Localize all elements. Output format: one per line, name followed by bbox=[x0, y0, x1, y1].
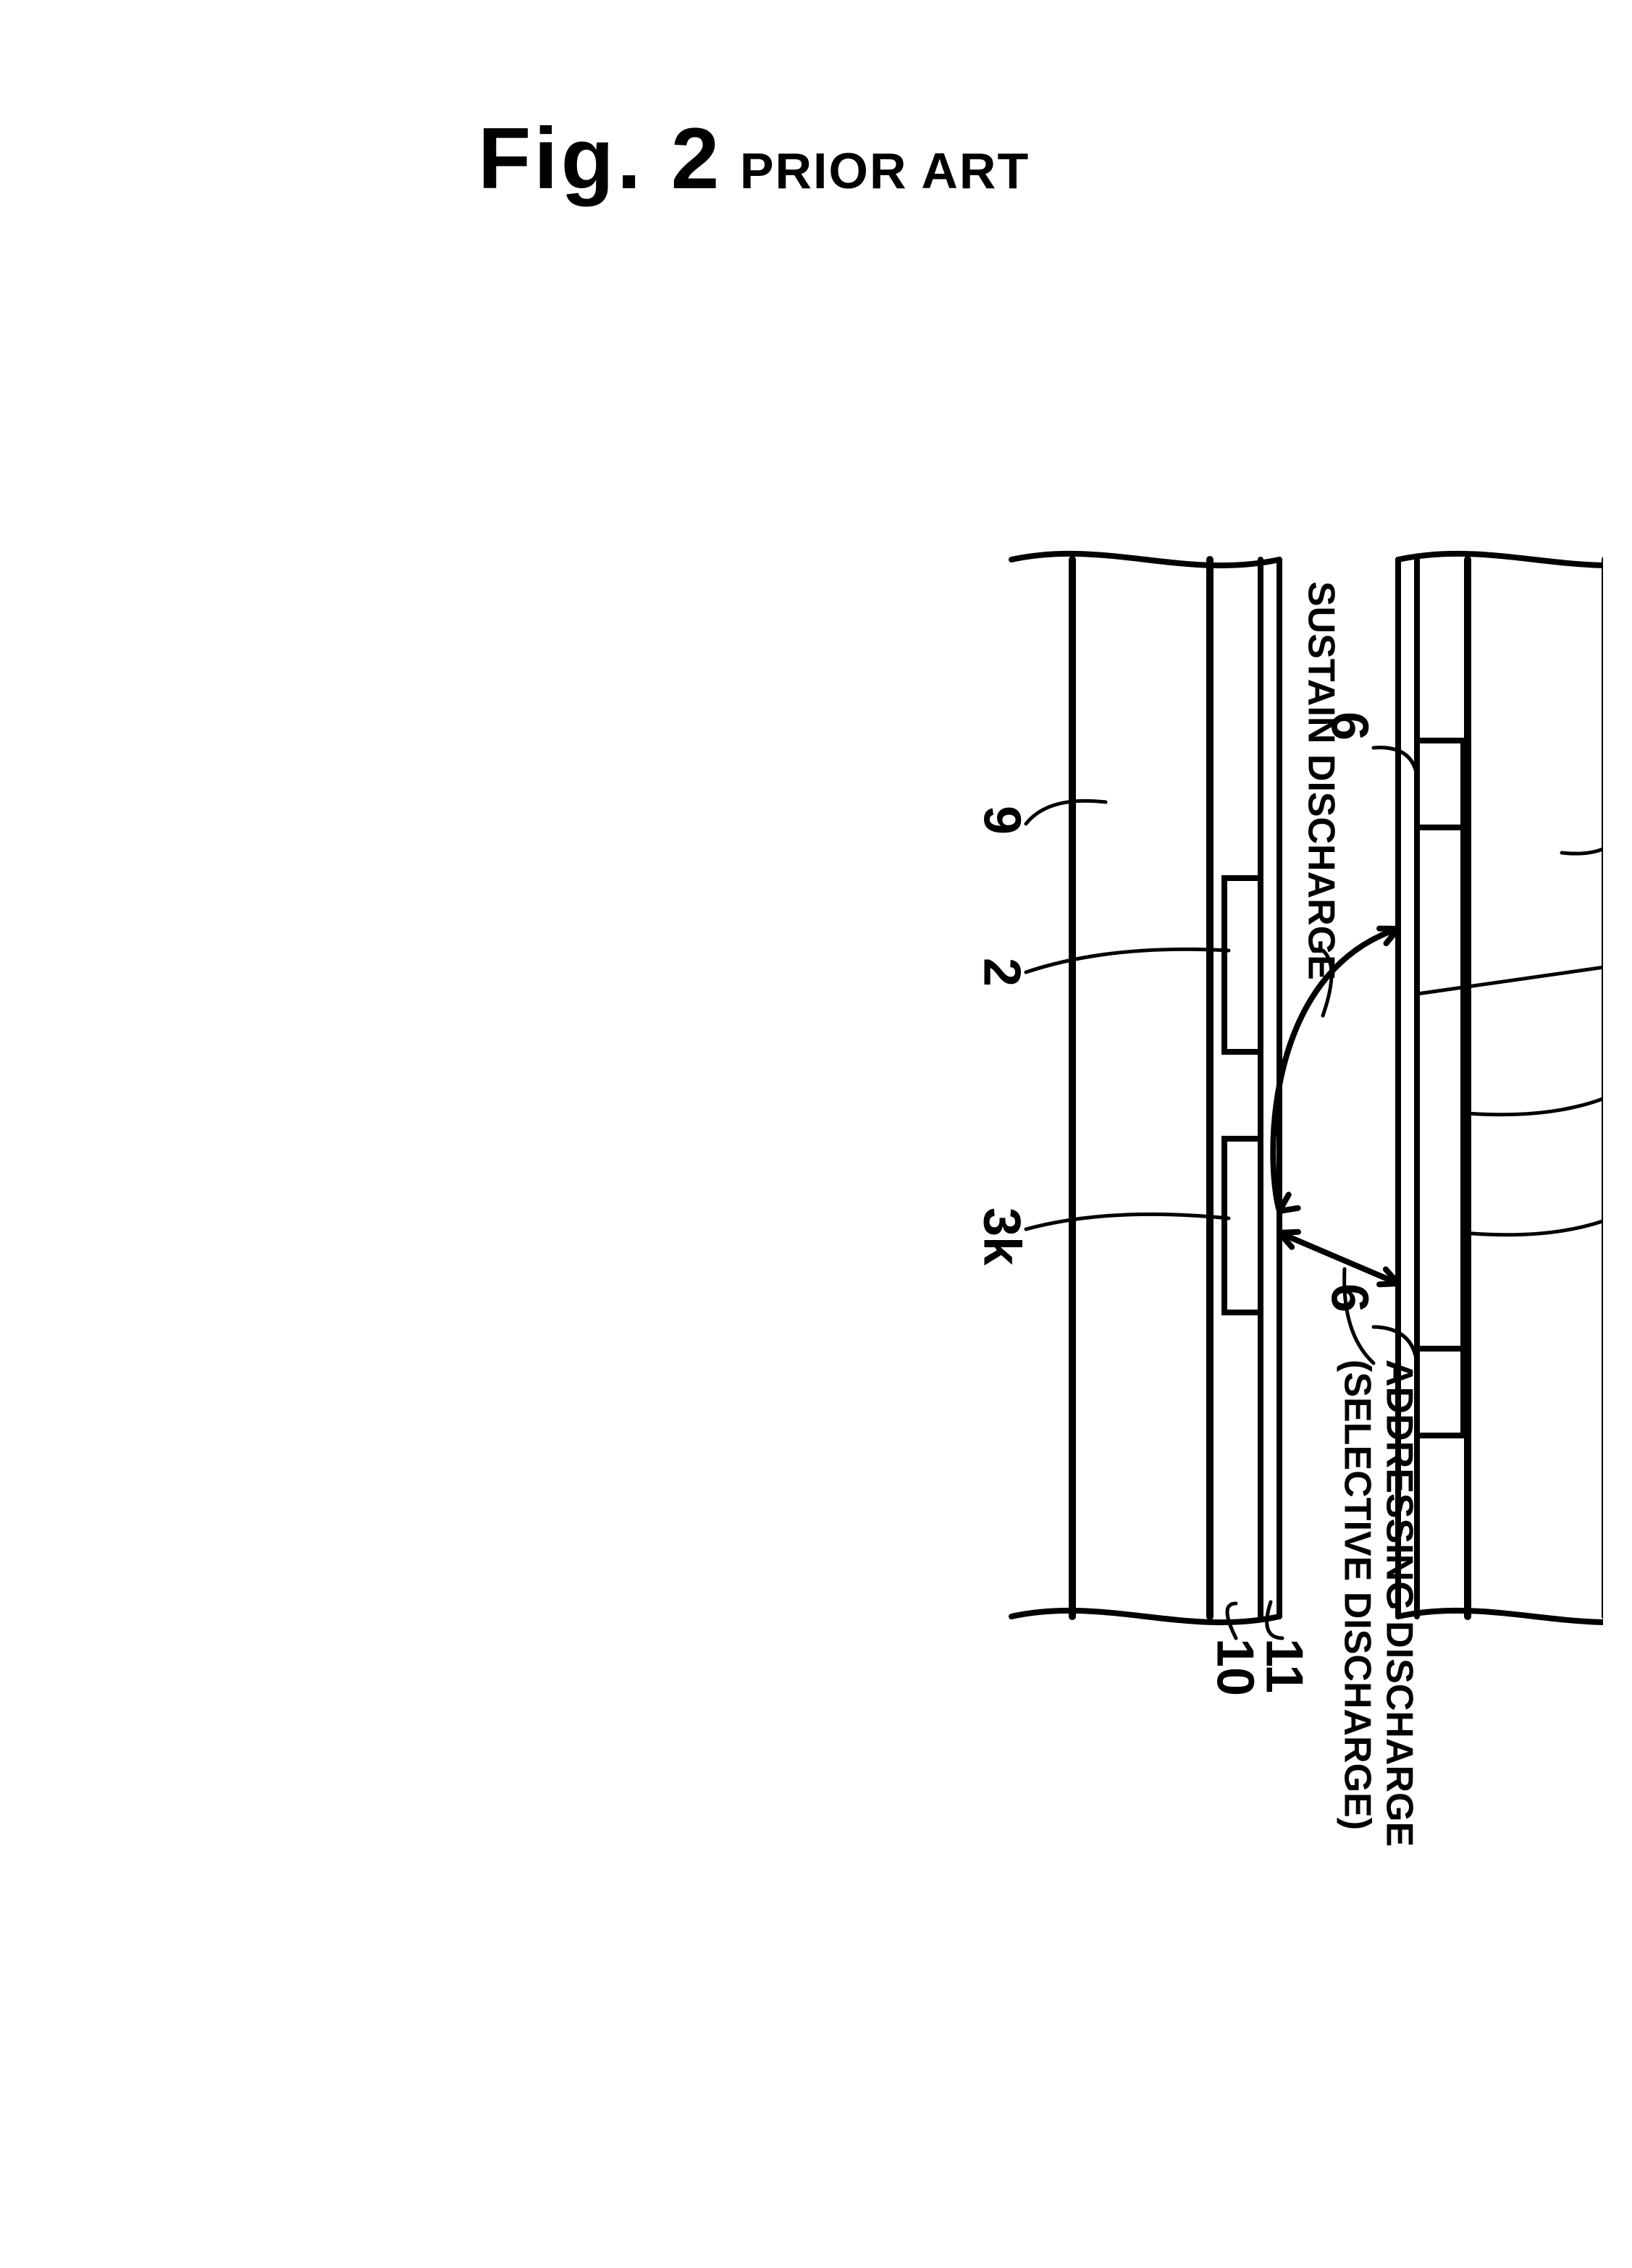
diagram-root: 813124k66SUSTAIN DISCHARGEADDRESSING DIS… bbox=[972, 554, 1603, 1847]
lbl-3k: 3k bbox=[972, 1207, 1030, 1266]
page: Fig. 2 PRIOR ART 813124k66SUSTAIN DISCHA… bbox=[29, 29, 1603, 2239]
lbl-10: 10 bbox=[1206, 1638, 1263, 1696]
lbl-6b: 6 bbox=[1320, 1283, 1378, 1312]
diagram-svg: 813124k66SUSTAIN DISCHARGEADDRESSING DIS… bbox=[29, 29, 1603, 2239]
lbl-9: 9 bbox=[972, 806, 1030, 835]
lbl-addr2: (SELECTIVE DISCHARGE) bbox=[1336, 1359, 1378, 1830]
lbl-2: 2 bbox=[972, 958, 1030, 987]
lbl-sustain: SUSTAIN DISCHARGE bbox=[1300, 581, 1342, 980]
lbl-addr1: ADDRESSING DISCHARGE bbox=[1378, 1359, 1420, 1847]
